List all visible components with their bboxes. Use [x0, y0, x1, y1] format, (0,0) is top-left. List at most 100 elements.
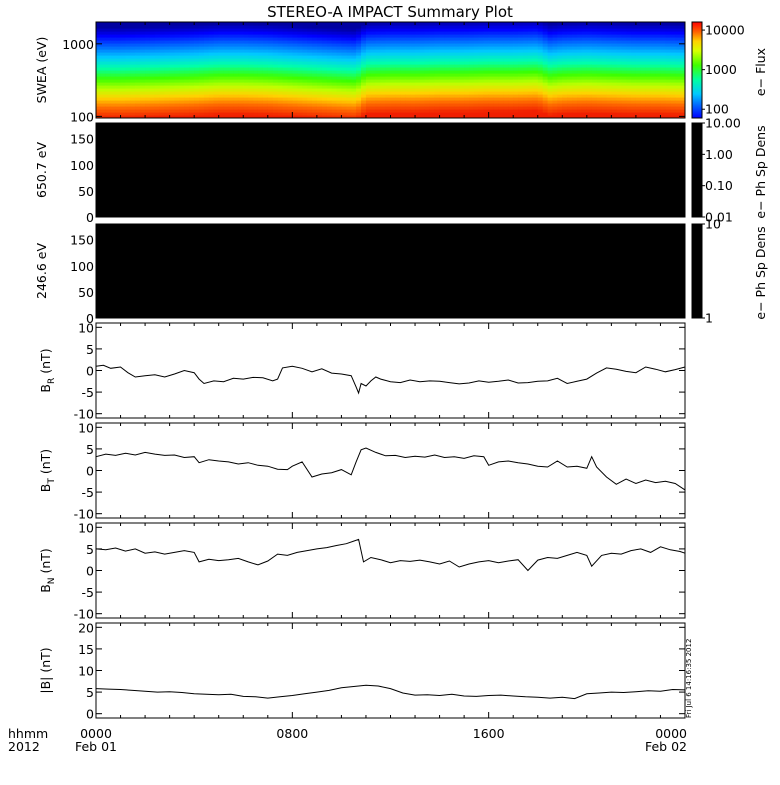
spectrogram-cell [174, 112, 181, 116]
spectrogram-cell [518, 52, 524, 56]
spectrogram-cell [282, 52, 289, 56]
spectrogram-cell [125, 67, 131, 71]
spectrogram-cell [179, 25, 185, 29]
spectrogram-cell [331, 55, 338, 59]
spectrogram-cell [390, 49, 397, 53]
spectrogram-cell [199, 58, 205, 62]
spectrogram-cell [311, 46, 318, 50]
spectrogram-cell [552, 46, 558, 50]
spectrogram-cell [243, 22, 249, 26]
spectrogram-cell [650, 61, 657, 65]
spectrogram-cell [473, 43, 480, 47]
spectrogram-cell [174, 103, 181, 107]
colorbar-tick-label: 10000 [705, 23, 745, 38]
spectrogram-cell [307, 94, 313, 98]
spectrogram-cell [272, 73, 279, 77]
spectrogram-cell [179, 34, 185, 38]
spectrogram-cell [370, 103, 377, 107]
spectrogram-cell [267, 28, 274, 32]
spectrogram-cell [341, 73, 347, 77]
spectrogram-cell [640, 76, 647, 80]
spectrogram-cell [120, 115, 127, 118]
spectrogram-cell [189, 55, 195, 59]
spectrogram-cell [110, 28, 117, 32]
spectrogram-cell [243, 112, 249, 116]
spectrogram-cell [523, 73, 529, 77]
spectrogram-cell [419, 58, 426, 62]
spectrogram-cell [591, 70, 598, 74]
spectrogram-cell [223, 109, 230, 113]
spectrogram [96, 22, 685, 118]
spectrogram-cell [96, 55, 102, 59]
spectrogram-cell [100, 49, 107, 53]
spectrogram-cell [444, 85, 450, 89]
spectrogram-cell [488, 22, 495, 26]
spectrogram-cell [228, 85, 235, 89]
spectrogram-cell [100, 55, 107, 59]
spectrogram-cell [238, 91, 244, 95]
spectrogram-cell [120, 61, 127, 65]
spectrogram-cell [154, 40, 161, 44]
spectrogram-cell [130, 31, 136, 35]
spectrogram-cell [336, 97, 343, 101]
spectrogram-cell [640, 100, 647, 104]
spectrogram-cell [257, 115, 264, 118]
spectrogram-cell [518, 97, 524, 101]
spectrogram-cell [488, 100, 495, 104]
spectrogram-cell [606, 55, 612, 59]
spectrogram-cell [223, 55, 230, 59]
spectrogram-cell [194, 85, 200, 89]
spectrum-fill [96, 123, 685, 217]
spectrogram-cell [670, 49, 676, 53]
spectrogram-cell [130, 112, 136, 116]
spectrogram-cell [621, 28, 627, 32]
spectrogram-cell [503, 49, 509, 53]
spectrogram-cell [370, 115, 377, 118]
spectrogram-cell [321, 103, 328, 107]
spectrogram-cell [282, 79, 289, 83]
spectrogram-cell [145, 37, 151, 41]
spectrogram-cell [346, 106, 352, 110]
spectrogram-cell [218, 94, 225, 98]
spectrogram-cell [100, 37, 107, 41]
y-axis-label: BR (nT) [38, 348, 57, 392]
spectrogram-cell [680, 82, 685, 86]
spectrogram-cell [459, 61, 465, 65]
spectrogram-cell [562, 103, 568, 107]
spectrogram-cell [606, 109, 612, 113]
spectrogram-cell [611, 34, 617, 38]
time-ticks [95, 623, 686, 718]
spectrogram-cell [135, 46, 141, 50]
spectrogram-cell [277, 52, 284, 56]
spectrogram-cell [282, 88, 289, 92]
spectrogram-cell [503, 55, 509, 59]
spectrogram-cell [267, 91, 274, 95]
spectrogram-cell [454, 58, 460, 62]
spectrogram-cell [341, 100, 347, 104]
spectrogram-cell [238, 40, 244, 44]
spectrogram-cell [611, 103, 617, 107]
spectrogram-cell [361, 46, 367, 50]
spectrogram-cell [410, 85, 416, 89]
spectrogram-cell [562, 31, 568, 35]
spectrogram-cell [591, 67, 598, 71]
spectrogram-cell [469, 67, 475, 71]
spectrogram-cell [164, 67, 171, 71]
spectrogram-cell [616, 85, 622, 89]
spectrogram-cell [562, 61, 568, 65]
spectrogram-cell [581, 91, 588, 95]
spectrogram-cell [572, 88, 578, 92]
spectrogram-cell [199, 46, 205, 50]
spectrogram-cell [316, 100, 323, 104]
spectrogram-cell [567, 64, 573, 68]
spectrogram-cell [282, 28, 289, 32]
spectrogram-cell [454, 22, 460, 26]
spectrogram-cell [542, 106, 549, 110]
spectrogram-cell [233, 112, 239, 116]
y-tick-label: -5 [82, 385, 94, 400]
spectrogram-cell [194, 94, 200, 98]
y-ticks [96, 239, 685, 319]
spectrogram-cell [194, 46, 200, 50]
spectrogram-cell [243, 37, 249, 41]
spectrogram-cell [631, 25, 637, 29]
